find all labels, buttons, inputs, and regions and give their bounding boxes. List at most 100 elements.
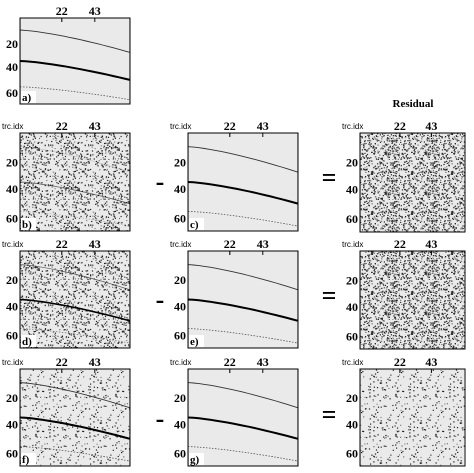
panel-label: b)	[22, 219, 32, 231]
y-tick-label: 40	[346, 182, 358, 196]
x-tick-label: 43	[89, 355, 101, 369]
x-tick-label: 22	[394, 237, 406, 251]
panel-frame	[19, 250, 131, 349]
label-bg	[21, 218, 36, 230]
y-tick-label: 40	[346, 300, 358, 314]
axis-label: trc.idx	[2, 240, 23, 249]
event-curve	[19, 211, 131, 227]
y-tick-label: 40	[174, 417, 186, 431]
axis-label: trc.idx	[2, 358, 23, 367]
x-tick-label: 43	[425, 119, 437, 133]
y-tick-label: 20	[174, 391, 186, 405]
y-tick-label: 40	[346, 417, 358, 431]
y-tick-label: 60	[346, 212, 358, 226]
label-bg	[21, 335, 36, 347]
event-curve	[187, 146, 299, 173]
panel-label: e)	[190, 336, 199, 348]
y-tick-label: 20	[6, 273, 18, 287]
x-tick-label: 22	[56, 237, 68, 251]
axis-label: trc.idx	[2, 122, 23, 131]
axis-label: trc.idx	[170, 240, 191, 249]
panel-frame	[19, 17, 131, 105]
minus-sign: -	[156, 285, 165, 314]
y-tick-label: 20	[6, 391, 18, 405]
event-curve	[19, 29, 131, 53]
residual-title: Residual	[393, 98, 434, 110]
y-tick-label: 60	[174, 328, 186, 342]
panel-frame	[187, 368, 299, 467]
y-tick-label: 40	[6, 299, 18, 313]
event-curve	[187, 446, 299, 462]
x-tick-label: 43	[89, 237, 101, 251]
x-tick-label: 43	[425, 237, 437, 251]
traces	[20, 18, 130, 104]
axis-label: trc.idx	[170, 358, 191, 367]
event-curve	[187, 298, 299, 322]
panel-label: f)	[22, 454, 30, 466]
event-curve	[19, 146, 131, 173]
equals-sign: =	[322, 163, 337, 192]
panel-label: d)	[22, 336, 32, 348]
y-tick-label: 20	[346, 273, 358, 287]
x-tick-label: 43	[257, 355, 269, 369]
noise	[20, 133, 130, 231]
event-curve	[187, 264, 299, 291]
event-curve	[19, 298, 131, 322]
y-tick-label: 20	[6, 37, 18, 51]
panel-frame	[359, 250, 466, 350]
event-curve	[19, 60, 131, 81]
y-tick-label: 60	[346, 446, 358, 460]
y-tick-label: 20	[174, 155, 186, 169]
y-tick-label: 60	[174, 446, 186, 460]
noise	[360, 251, 465, 349]
y-tick-label: 40	[6, 417, 18, 431]
event-curve	[187, 416, 299, 440]
y-tick-label: 40	[6, 182, 18, 196]
event-curve	[19, 86, 131, 101]
event-curve	[19, 446, 131, 462]
panel-frame	[187, 250, 299, 349]
x-tick-label: 22	[56, 355, 68, 369]
noise	[20, 369, 130, 466]
event-curve	[19, 382, 131, 409]
event-curve	[187, 211, 299, 227]
y-tick-label: 40	[174, 182, 186, 196]
y-tick-label: 40	[6, 60, 18, 74]
x-tick-label: 22	[224, 119, 236, 133]
y-tick-label: 20	[346, 156, 358, 170]
minus-sign: -	[156, 167, 165, 196]
minus-sign: -	[156, 404, 165, 433]
label-bg	[21, 91, 36, 103]
axis-label: trc.idx	[170, 122, 191, 131]
event-curve	[19, 328, 131, 344]
event-curve	[19, 264, 131, 291]
noise	[360, 133, 465, 232]
x-tick-label: 43	[257, 119, 269, 133]
y-tick-label: 20	[346, 391, 358, 405]
panel-frame	[187, 132, 299, 232]
panel-label: c)	[190, 219, 199, 231]
traces	[188, 133, 298, 231]
x-tick-label: 43	[257, 237, 269, 251]
x-tick-label: 22	[56, 4, 68, 18]
y-tick-label: 20	[6, 155, 18, 169]
y-tick-label: 60	[174, 211, 186, 225]
equals-sign: =	[322, 400, 337, 429]
label-bg	[189, 335, 204, 347]
panel-frame	[19, 368, 131, 467]
event-curve	[187, 382, 299, 409]
y-tick-label: 60	[6, 211, 18, 225]
traces	[188, 251, 298, 348]
x-tick-label: 43	[425, 355, 437, 369]
y-tick-label: 20	[174, 273, 186, 287]
axis-label: trc.idx	[342, 122, 363, 131]
event-curve	[19, 181, 131, 204]
panel-label: g)	[190, 454, 200, 466]
x-tick-label: 43	[89, 4, 101, 18]
panel-label: a)	[22, 92, 32, 104]
traces	[188, 369, 298, 466]
x-tick-label: 22	[224, 355, 236, 369]
label-bg	[189, 453, 204, 465]
event-curve	[187, 328, 299, 344]
